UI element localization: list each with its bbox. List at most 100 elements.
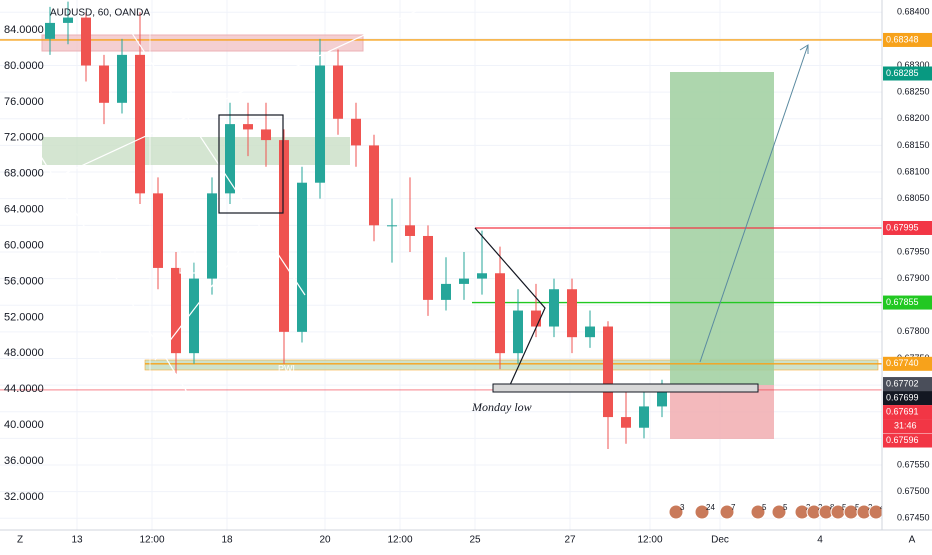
countdown: 31:46 [894, 420, 917, 430]
candle-body [549, 289, 559, 327]
trend-line [154, 229, 256, 361]
candle-body [99, 65, 109, 103]
y-tick-label: 0.68050 [897, 193, 930, 203]
y-tick-label: 0.67450 [897, 513, 930, 523]
candle-body [369, 145, 379, 226]
price-label: 0.67702 [886, 378, 919, 388]
price-label-bg [883, 391, 932, 406]
event-count: 24 [706, 503, 715, 512]
candle-body [567, 289, 577, 338]
y-tick-label: 0.68400 [897, 7, 930, 17]
x-tick-label: 27 [564, 535, 576, 546]
y-tick-label: 0.68200 [897, 113, 930, 123]
range-zone [42, 137, 350, 165]
event-count: 3 [680, 503, 685, 512]
x-tick-label: 4 [817, 535, 823, 546]
candle-body [63, 17, 73, 23]
event-count: 5 [783, 503, 788, 512]
price-label: 0.67699 [886, 392, 919, 402]
event-badge [771, 504, 787, 520]
candle-body [117, 54, 127, 103]
candle-body [621, 417, 631, 428]
event-badge [694, 504, 710, 520]
x-tick-label: 13 [71, 535, 83, 546]
event-badge [719, 504, 735, 520]
demand-zone [144, 359, 879, 371]
event-count: 5 [842, 503, 847, 512]
y2-tick-label: 64.0000 [4, 204, 44, 216]
candle-body [207, 193, 217, 279]
y2-tick-label: 44.0000 [4, 383, 44, 395]
price-label-bg [883, 32, 932, 47]
price-label: 0.67691 [886, 406, 919, 416]
symbol-title: AUDUSD, 60, OANDA [50, 8, 150, 19]
price-label-bg [883, 433, 932, 448]
axes: 0.684000.683500.683000.682500.682000.681… [4, 7, 932, 546]
price-label: 0.67740 [886, 358, 919, 368]
y-tick-label: 0.67550 [897, 459, 930, 469]
price-label-bg [883, 356, 932, 371]
x-tick-label: Dec [711, 535, 729, 546]
candle-body [441, 283, 451, 300]
annotation: PWL [278, 363, 298, 373]
arrow-head [799, 44, 809, 54]
y2-tick-label: 36.0000 [4, 455, 44, 467]
y2-tick-label: 48.0000 [4, 347, 44, 359]
y2-tick-label: 80.0000 [4, 60, 44, 72]
y-tick-label: 0.68300 [897, 60, 930, 70]
drawings [39, 0, 441, 406]
candle-body [351, 118, 361, 146]
candle-body [657, 385, 667, 407]
candle-body [387, 225, 397, 227]
candle-body [603, 326, 613, 418]
y2-tick-label: 52.0000 [4, 311, 44, 323]
candle-body [333, 65, 343, 119]
candle-body [45, 22, 55, 39]
x-tick-label: A [909, 535, 916, 546]
x-tick-label: 12:00 [637, 535, 662, 546]
candles [45, 1, 667, 450]
price-label: 0.67995 [886, 222, 919, 232]
event-badge [750, 504, 766, 520]
y-tick-label: 0.68100 [897, 166, 930, 176]
candle-body [531, 310, 541, 327]
time-axis-bg [0, 530, 932, 550]
x-tick-label: 12:00 [387, 535, 412, 546]
y2-tick-label: 60.0000 [4, 239, 44, 251]
y2-tick-label: 40.0000 [4, 419, 44, 431]
event-count: 5 [762, 503, 767, 512]
price-label-bg [883, 295, 932, 310]
candle-body [189, 278, 199, 354]
trend-line [109, 0, 306, 296]
projection-arrow [699, 44, 809, 363]
y-tick-label: 0.68250 [897, 87, 930, 97]
candle-body [135, 54, 145, 194]
y-tick-label: 0.67900 [897, 273, 930, 283]
candle-body [297, 182, 307, 332]
candle-body [639, 406, 649, 428]
stop-box [670, 385, 774, 439]
candle-body [225, 124, 235, 194]
trend-line [39, 154, 196, 406]
candle-body [315, 65, 325, 183]
y-tick-label: 0.67500 [897, 486, 930, 496]
y2-tick-label: 68.0000 [4, 168, 44, 180]
event-count: 5 [855, 503, 860, 512]
pattern-line [474, 227, 546, 386]
y2-tick-label: 84.0000 [4, 24, 44, 36]
annotation: PWH [308, 26, 329, 36]
events: 3247552285524 [668, 503, 885, 520]
event-badge [668, 504, 684, 520]
x-tick-label: 20 [319, 535, 331, 546]
candle-body [171, 267, 181, 354]
price-label-bg [883, 377, 932, 392]
x-tick-label: 12:00 [139, 535, 164, 546]
candle-body [459, 278, 469, 284]
trend-line [39, 0, 441, 186]
price-label-bg [883, 405, 932, 420]
candle-body [243, 124, 253, 130]
y2-tick-label: 32.0000 [4, 491, 44, 503]
y2-tick-label: 72.0000 [4, 132, 44, 144]
candle-body [423, 235, 433, 300]
event-count: 7 [731, 503, 736, 512]
